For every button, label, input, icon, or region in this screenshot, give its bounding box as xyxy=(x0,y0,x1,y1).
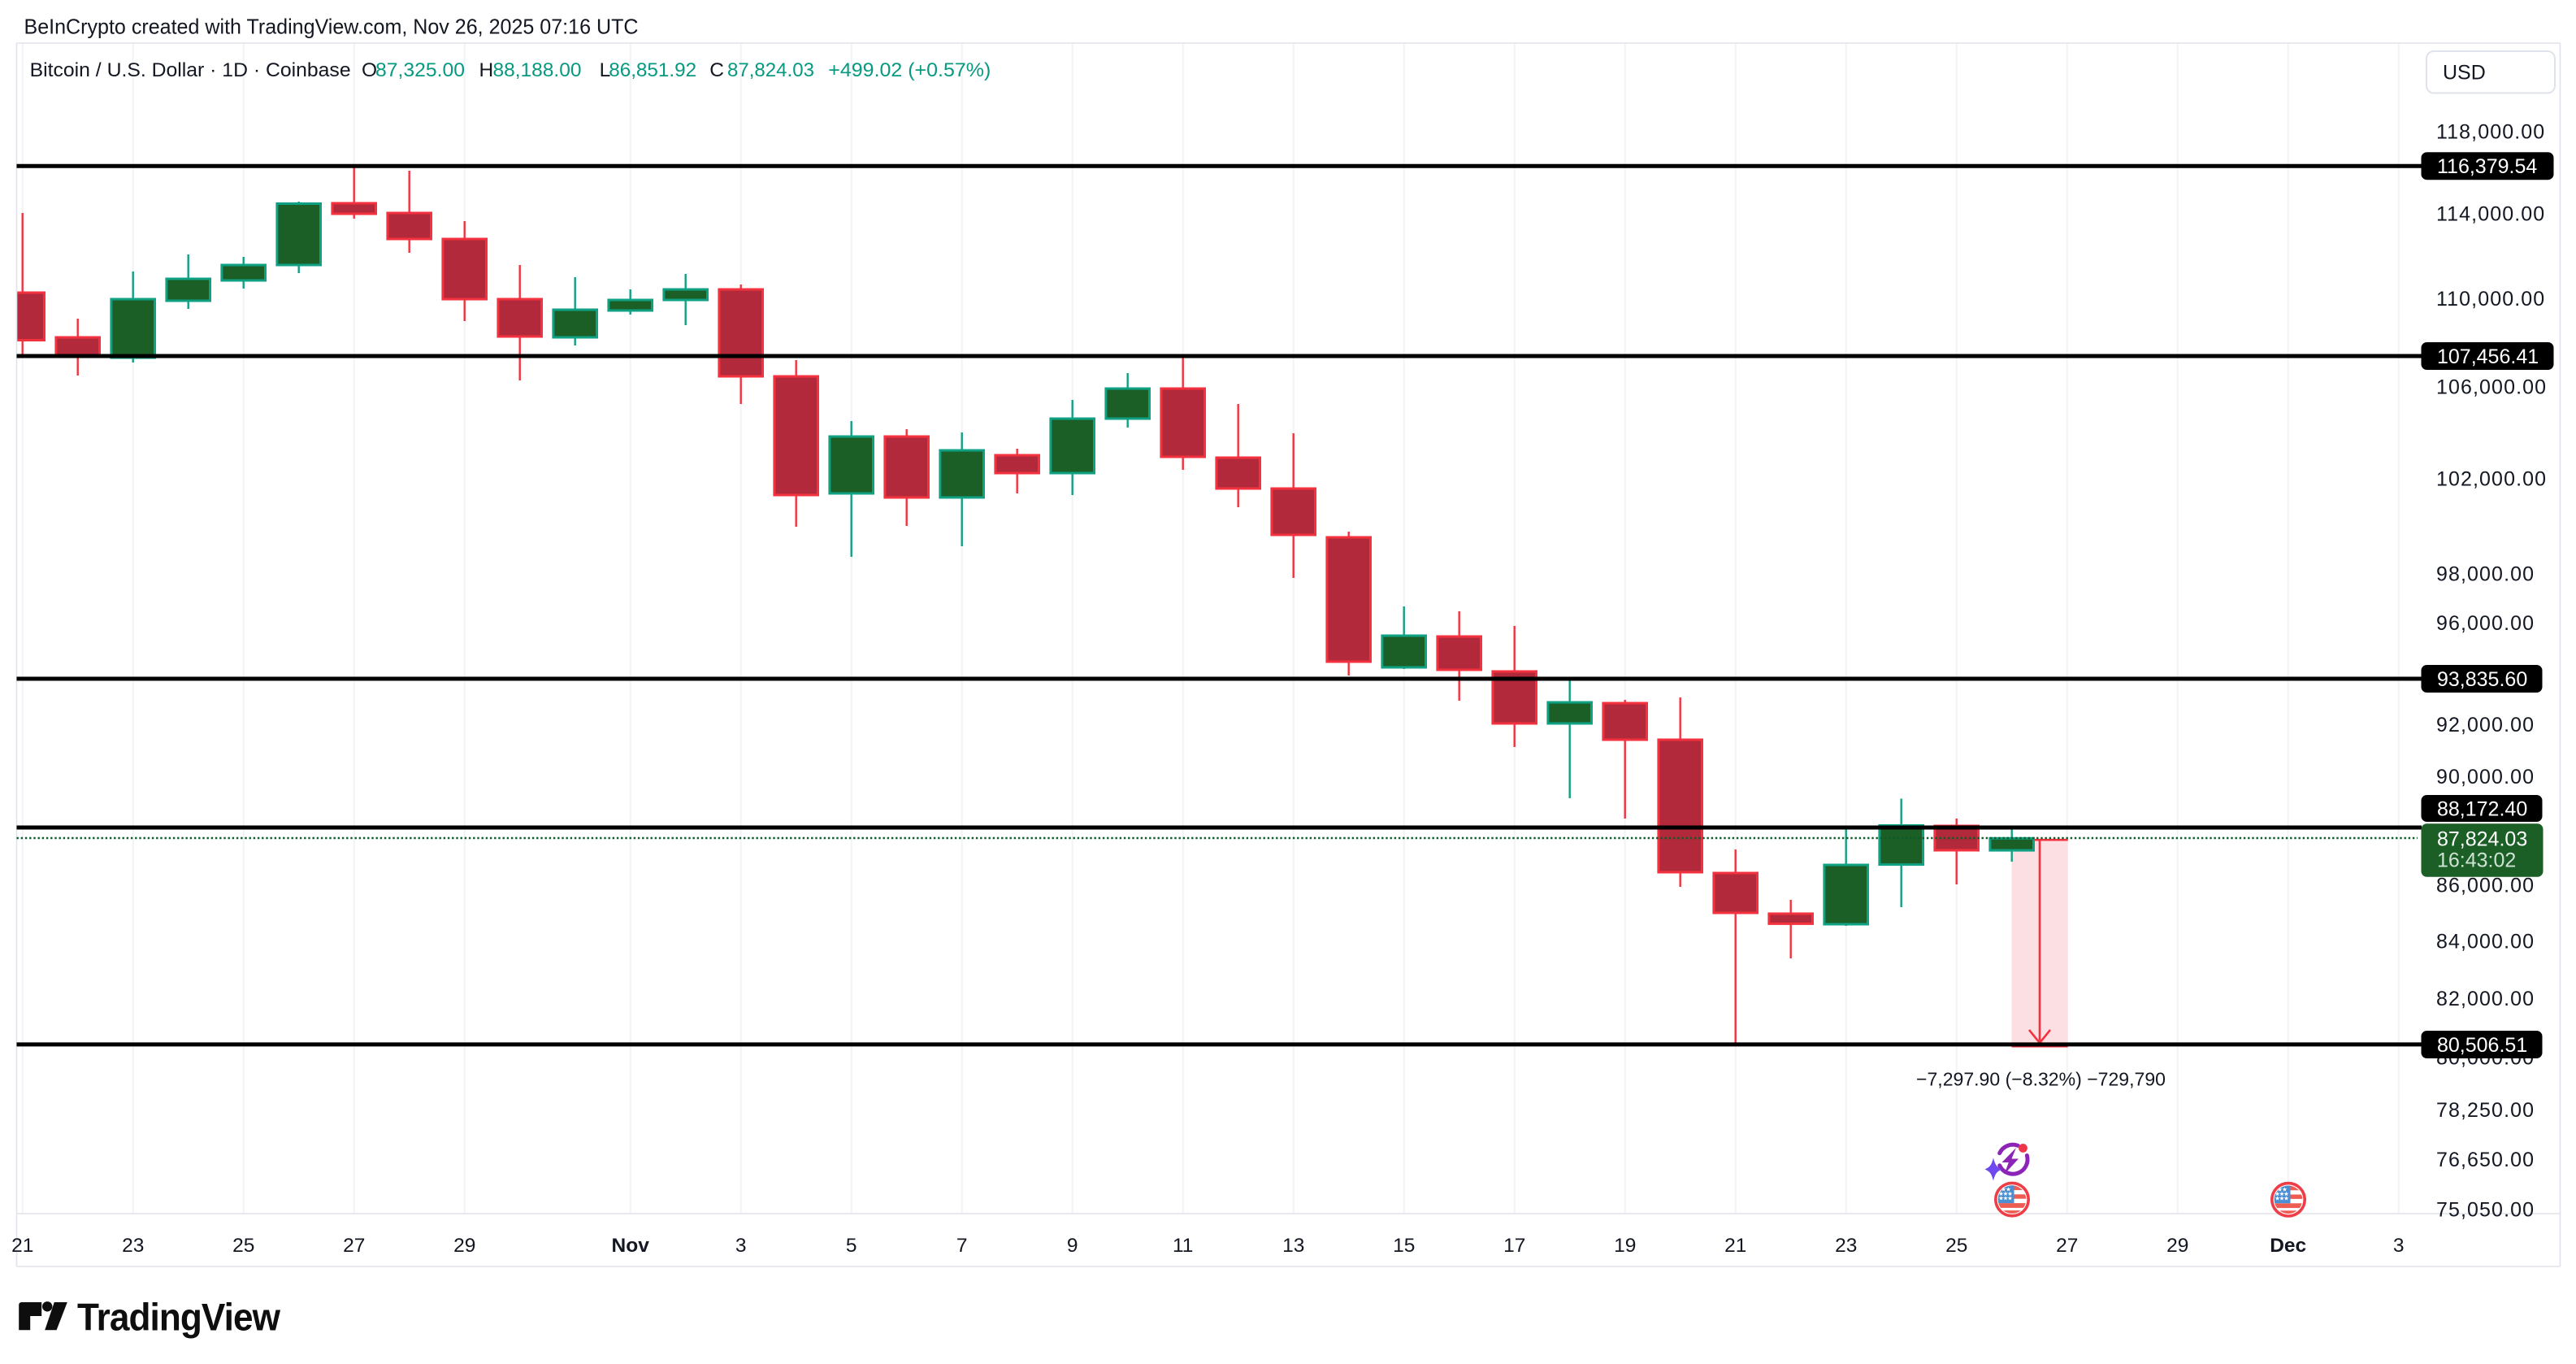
svg-text:23: 23 xyxy=(1835,1235,1857,1257)
svg-text:11: 11 xyxy=(1173,1235,1193,1257)
svg-text:23: 23 xyxy=(122,1235,144,1257)
svg-text:82,000.00: 82,000.00 xyxy=(2436,988,2535,1010)
svg-text:92,000.00: 92,000.00 xyxy=(2436,714,2535,736)
svg-text:29: 29 xyxy=(2166,1235,2188,1257)
svg-text:29: 29 xyxy=(453,1235,475,1257)
svg-text:L: L xyxy=(600,59,611,81)
svg-text:17: 17 xyxy=(1503,1235,1525,1257)
svg-text:−7,297.90 (−8.32%) −729,790: −7,297.90 (−8.32%) −729,790 xyxy=(1916,1069,2166,1090)
svg-text:7: 7 xyxy=(956,1235,968,1257)
svg-text:27: 27 xyxy=(2056,1235,2078,1257)
svg-text:80,506.51: 80,506.51 xyxy=(2437,1034,2527,1057)
svg-text:13: 13 xyxy=(1282,1235,1304,1257)
svg-text:19: 19 xyxy=(1614,1235,1636,1257)
svg-text:Dec: Dec xyxy=(2270,1235,2306,1257)
svg-text:84,000.00: 84,000.00 xyxy=(2436,930,2535,953)
svg-text:21: 21 xyxy=(11,1235,33,1257)
svg-text:O: O xyxy=(362,59,377,81)
svg-text:87,824.03: 87,824.03 xyxy=(727,59,814,81)
svg-text:87,325.00: 87,325.00 xyxy=(375,59,465,81)
svg-text:93,835.60: 93,835.60 xyxy=(2437,668,2527,691)
svg-text:86,851.92: 86,851.92 xyxy=(609,59,696,81)
svg-text:88,188.00: 88,188.00 xyxy=(493,59,582,81)
svg-text:78,250.00: 78,250.00 xyxy=(2436,1099,2535,1122)
svg-text:+499.02 (+0.57%): +499.02 (+0.57%) xyxy=(828,59,991,81)
svg-text:5: 5 xyxy=(846,1235,857,1257)
svg-text:16:43:02: 16:43:02 xyxy=(2437,849,2516,871)
svg-text:15: 15 xyxy=(1393,1235,1415,1257)
svg-text:98,000.00: 98,000.00 xyxy=(2436,563,2535,586)
svg-text:BeInCrypto created with Tradin: BeInCrypto created with TradingView.com,… xyxy=(24,15,639,39)
svg-text:118,000.00: 118,000.00 xyxy=(2436,121,2545,144)
svg-text:3: 3 xyxy=(2393,1235,2405,1257)
svg-text:25: 25 xyxy=(232,1235,254,1257)
svg-text:107,456.41: 107,456.41 xyxy=(2437,345,2539,368)
svg-text:TradingView: TradingView xyxy=(77,1296,280,1339)
svg-text:76,650.00: 76,650.00 xyxy=(2436,1149,2535,1171)
svg-text:116,379.54: 116,379.54 xyxy=(2437,155,2537,178)
svg-text:114,000.00: 114,000.00 xyxy=(2436,203,2545,226)
svg-text:90,000.00: 90,000.00 xyxy=(2436,766,2535,788)
svg-text:75,050.00: 75,050.00 xyxy=(2436,1199,2535,1222)
svg-text:88,172.40: 88,172.40 xyxy=(2437,797,2527,820)
svg-text:86,000.00: 86,000.00 xyxy=(2436,875,2535,897)
svg-text:Nov: Nov xyxy=(612,1235,650,1257)
svg-text:C: C xyxy=(709,59,724,81)
svg-text:106,000.00: 106,000.00 xyxy=(2436,376,2547,399)
svg-text:102,000.00: 102,000.00 xyxy=(2436,468,2547,491)
svg-text:21: 21 xyxy=(1724,1235,1746,1257)
svg-text:25: 25 xyxy=(1945,1235,1967,1257)
svg-text:9: 9 xyxy=(1067,1235,1078,1257)
svg-text:110,000.00: 110,000.00 xyxy=(2436,288,2545,311)
svg-text:87,824.03: 87,824.03 xyxy=(2437,828,2527,851)
svg-text:USD: USD xyxy=(2443,62,2486,85)
svg-text:27: 27 xyxy=(343,1235,365,1257)
svg-text:Bitcoin / U.S. Dollar · 1D · C: Bitcoin / U.S. Dollar · 1D · Coinbase xyxy=(30,59,351,81)
svg-text:96,000.00: 96,000.00 xyxy=(2436,612,2535,635)
svg-text:3: 3 xyxy=(735,1235,747,1257)
svg-text:H: H xyxy=(479,59,494,81)
